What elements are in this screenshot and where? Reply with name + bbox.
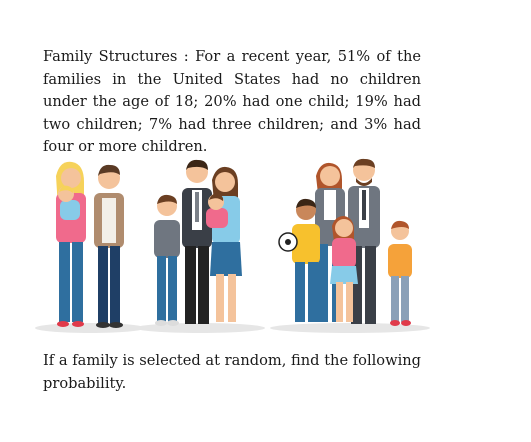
family-three-children-illustration [278, 158, 412, 326]
father-figure-2 [182, 159, 212, 324]
father-figure-3 [348, 158, 380, 324]
boy-figure-2 [154, 194, 180, 326]
families-illustration [30, 158, 440, 338]
mother-figure-1 [56, 161, 86, 327]
problem-intro-paragraph: Family Structures : For a recent year, 5… [43, 48, 421, 155]
father-figure-1 [94, 164, 124, 328]
probability-question-paragraph: If a family is selected at random, find … [43, 352, 421, 392]
baby-figure-1 [58, 185, 80, 220]
family-two-children-illustration [154, 159, 242, 326]
girl-figure-3 [330, 216, 358, 322]
small-boy-figure-3 [388, 220, 412, 326]
family-no-children-illustration [56, 161, 124, 328]
mother-figure-2 [206, 166, 242, 322]
baby-figure-2 [206, 193, 228, 228]
boy-with-ball-figure [278, 198, 320, 322]
